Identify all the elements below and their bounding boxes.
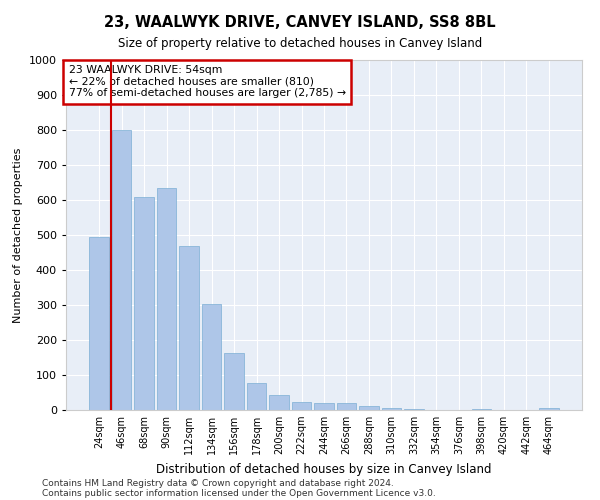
Bar	[292, 402, 311, 410]
Text: Size of property relative to detached houses in Canvey Island: Size of property relative to detached ho…	[118, 38, 482, 51]
Bar	[269, 395, 289, 410]
X-axis label: Distribution of detached houses by size in Canvey Island: Distribution of detached houses by size …	[156, 462, 492, 475]
Bar	[179, 246, 199, 410]
Bar	[202, 304, 221, 410]
Bar	[89, 237, 109, 410]
Bar	[247, 382, 266, 410]
Y-axis label: Number of detached properties: Number of detached properties	[13, 148, 23, 322]
Bar	[314, 403, 334, 410]
Bar	[472, 408, 491, 410]
Text: 23, WAALWYK DRIVE, CANVEY ISLAND, SS8 8BL: 23, WAALWYK DRIVE, CANVEY ISLAND, SS8 8B…	[104, 15, 496, 30]
Bar	[224, 353, 244, 410]
Bar	[112, 130, 131, 410]
Bar	[539, 408, 559, 410]
Bar	[134, 196, 154, 410]
Bar	[382, 408, 401, 410]
Bar	[359, 406, 379, 410]
Text: Contains public sector information licensed under the Open Government Licence v3: Contains public sector information licen…	[42, 488, 436, 498]
Bar	[157, 188, 176, 410]
Text: Contains HM Land Registry data © Crown copyright and database right 2024.: Contains HM Land Registry data © Crown c…	[42, 478, 394, 488]
Text: 23 WAALWYK DRIVE: 54sqm
← 22% of detached houses are smaller (810)
77% of semi-d: 23 WAALWYK DRIVE: 54sqm ← 22% of detache…	[68, 66, 346, 98]
Bar	[337, 403, 356, 410]
